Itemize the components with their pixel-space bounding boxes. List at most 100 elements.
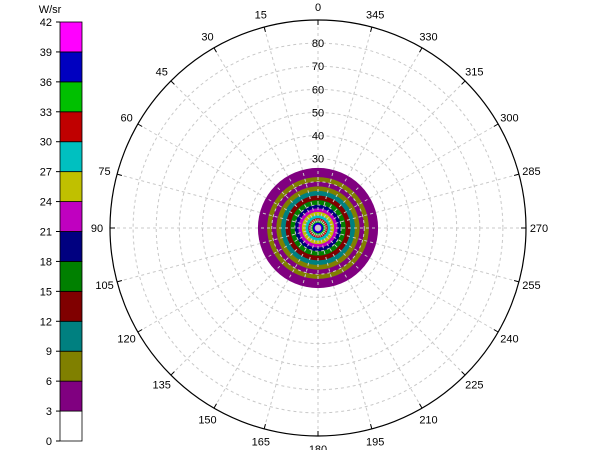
angular-grid-line xyxy=(317,123,499,229)
colorbar-band xyxy=(59,290,83,322)
angular-tick-label: 0 xyxy=(315,2,321,14)
angular-tick-label: 210 xyxy=(419,414,437,426)
angular-tick xyxy=(213,403,217,409)
radial-tick-label: 80 xyxy=(312,38,324,50)
colorbar-tick-label: 12 xyxy=(40,316,52,328)
angular-grid-line xyxy=(170,80,319,229)
angular-grid-line xyxy=(317,173,520,229)
angular-tick xyxy=(263,423,266,430)
angular-tick xyxy=(513,280,520,283)
angular-grid-line xyxy=(317,227,373,430)
angular-grid-line xyxy=(317,80,466,229)
angular-tick xyxy=(137,329,143,333)
angular-tick xyxy=(170,80,175,85)
angular-tick-label: 255 xyxy=(522,280,540,292)
colorbar-band xyxy=(59,81,83,113)
angular-tick xyxy=(419,403,423,409)
angular-tick xyxy=(461,80,466,85)
angular-grid-line xyxy=(213,47,319,229)
angular-tick-label: 135 xyxy=(153,379,171,391)
angular-tick xyxy=(493,329,499,333)
colorbar-band xyxy=(59,410,83,442)
colorbar-band xyxy=(59,141,83,173)
angular-tick-label: 30 xyxy=(201,32,213,44)
angular-tick xyxy=(116,280,123,283)
radial-tick-label: 30 xyxy=(312,154,324,166)
colorbar-band xyxy=(59,380,83,412)
colorbar-band xyxy=(59,231,83,262)
radial-grid-circle xyxy=(248,158,388,298)
colorbar-unit-label: W/sr xyxy=(39,4,62,16)
angular-tick-label: 285 xyxy=(522,166,540,178)
polar-plot: 0 15 30 45 60 75 90 105 120 135 150 165 180 195 210 225… xyxy=(91,2,548,450)
angular-grid-line xyxy=(317,227,499,333)
colorbar-tick-label: 42 xyxy=(40,17,52,29)
angular-tick-label: 270 xyxy=(530,223,548,235)
colorbar-tick-label: 18 xyxy=(40,256,52,268)
angular-tick xyxy=(419,47,423,53)
radial-tick-label: 70 xyxy=(312,61,324,73)
angular-tick-label: 330 xyxy=(419,32,437,44)
angular-tick-label: 300 xyxy=(500,113,518,125)
radial-tick-label: 50 xyxy=(312,107,324,119)
colorbar-tick-label: 27 xyxy=(40,167,52,179)
angular-tick xyxy=(370,26,373,33)
angular-grid-line xyxy=(263,26,319,229)
colorbar-tick-label: 6 xyxy=(46,376,52,388)
angular-tick-label: 45 xyxy=(156,67,168,79)
angular-tick-label: 345 xyxy=(366,10,384,22)
colorbar-tick-label: 30 xyxy=(40,137,52,149)
angular-tick xyxy=(137,123,143,127)
colorbar-tick-label: 3 xyxy=(46,406,52,418)
angular-tick xyxy=(170,371,175,376)
angular-grid-line xyxy=(137,227,319,333)
angular-tick-label: 15 xyxy=(255,10,267,22)
angular-tick xyxy=(461,371,466,376)
angular-tick-label: 225 xyxy=(465,379,483,391)
angular-tick-label: 180 xyxy=(309,444,327,450)
colorbar-tick-label: 39 xyxy=(40,47,52,59)
colorbar-tick-label: 21 xyxy=(40,227,52,239)
angular-grid-line xyxy=(116,227,319,283)
angular-tick-label: 165 xyxy=(252,436,270,448)
colorbar-band xyxy=(59,350,83,382)
angular-tick-label: 150 xyxy=(198,414,216,426)
radial-grid-circle xyxy=(155,65,481,391)
angular-tick xyxy=(213,47,217,53)
radial-tick-label: 40 xyxy=(312,131,324,143)
angular-grid-line xyxy=(317,26,373,229)
angular-grid-line xyxy=(137,123,319,229)
colorbar-band xyxy=(59,21,83,53)
colorbar-tick-label: 33 xyxy=(40,107,52,119)
angular-grid-line xyxy=(317,227,466,376)
colorbar-band xyxy=(59,320,83,352)
radial-grid-circle xyxy=(271,181,365,275)
angular-grid-line xyxy=(116,173,319,229)
angular-tick-label: 195 xyxy=(366,436,384,448)
angular-tick-label: 60 xyxy=(120,113,132,125)
angular-grid-line xyxy=(317,227,520,283)
angular-tick-label: 120 xyxy=(117,334,135,346)
radial-grid-circle xyxy=(294,204,342,252)
colorbar-tick-label: 9 xyxy=(46,346,52,358)
angular-tick xyxy=(370,423,373,430)
radial-tick-label: 60 xyxy=(312,84,324,96)
angular-tick xyxy=(263,26,266,33)
colorbar-tick-label: 15 xyxy=(40,286,52,298)
colorbar-band xyxy=(59,261,83,292)
angular-tick-label: 90 xyxy=(91,223,103,235)
colorbar-tick-label: 24 xyxy=(40,197,52,209)
angular-grid-line xyxy=(213,227,319,409)
angular-tick-label: 75 xyxy=(98,166,110,178)
angular-tick-label: 105 xyxy=(95,280,113,292)
radial-grid-circle xyxy=(132,42,504,414)
angular-tick-label: 240 xyxy=(500,334,518,346)
angular-grid-line xyxy=(317,227,423,409)
colorbar-band xyxy=(59,111,83,143)
colorbar-tick-label: 0 xyxy=(46,436,52,448)
colorbar-band xyxy=(59,171,83,202)
angular-grid-line xyxy=(170,227,319,376)
colorbar-band xyxy=(59,51,83,83)
